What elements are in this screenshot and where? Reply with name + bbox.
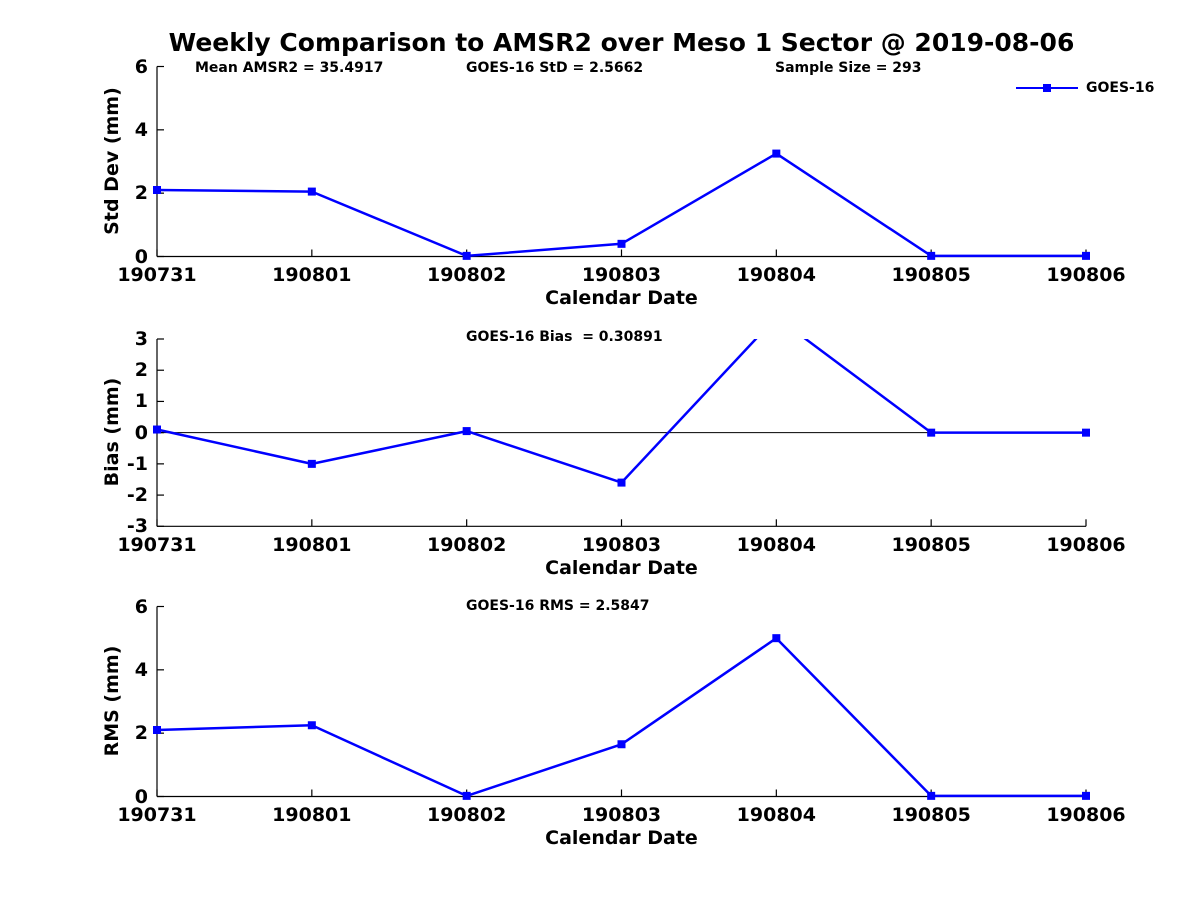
data-point-marker [1082, 791, 1090, 800]
x-tick-label: 190802 [426, 804, 507, 826]
data-point-marker [1082, 428, 1090, 437]
x-tick-label: 190802 [426, 533, 507, 556]
annotation-goes16-rms: GOES-16 RMS = 2.5847 [466, 598, 650, 614]
x-axis-label-1: Calendar Date [545, 287, 698, 309]
data-point-marker [153, 425, 161, 434]
data-point-marker [462, 251, 471, 260]
y-tick-label: -3 [126, 515, 148, 538]
data-point-marker [772, 149, 781, 158]
data-point-marker [617, 478, 626, 487]
x-tick-label: 190801 [272, 264, 352, 286]
x-tick-label: 190803 [581, 264, 662, 286]
x-tick-label: 190731 [117, 533, 197, 556]
annotation-goes16-std: GOES-16 StD = 2.5662 [466, 60, 644, 76]
x-tick-label: 190805 [891, 804, 971, 826]
annotation-goes16-bias: GOES-16 Bias = 0.30891 [466, 329, 663, 345]
y-tick-label: 1 [134, 390, 148, 413]
data-point-marker [307, 459, 316, 468]
y-tick-label: 2 [134, 182, 148, 205]
y-tick-label: 6 [134, 595, 148, 618]
y-tick-label: 0 [134, 421, 148, 444]
data-point-marker [927, 251, 936, 260]
x-axis-label-3: Calendar Date [545, 827, 698, 849]
annotation-mean-amsr2: Mean AMSR2 = 35.4917 [195, 60, 384, 76]
y-tick-label: 0 [134, 785, 148, 808]
x-tick-label: 190806 [1046, 804, 1126, 826]
x-tick-label: 190804 [736, 533, 816, 556]
figure-title: Weekly Comparison to AMSR2 over Meso 1 S… [168, 28, 1075, 57]
y-axis-label-rms: RMS (mm) [101, 645, 123, 757]
y-tick-label: 4 [134, 658, 148, 681]
x-tick-label: 190802 [426, 264, 507, 286]
y-tick-label: 4 [134, 118, 148, 141]
x-tick-label: 190804 [736, 264, 816, 286]
y-tick-label: -1 [126, 452, 148, 475]
y-tick-label: 0 [134, 245, 148, 268]
x-tick-label: 190806 [1046, 533, 1126, 556]
data-point-marker [307, 187, 316, 196]
x-tick-label: 190804 [736, 804, 816, 826]
y-tick-label: 2 [134, 359, 148, 382]
data-point-marker [617, 740, 626, 749]
y-tick-label: 2 [134, 722, 148, 745]
legend-label: GOES-16 [1086, 80, 1155, 96]
y-axis-label-stddev: Std Dev (mm) [101, 87, 123, 235]
data-point-marker [927, 428, 936, 437]
x-tick-label: 190805 [891, 533, 971, 556]
y-tick-label: 6 [134, 55, 148, 78]
data-point-marker [772, 313, 780, 321]
data-point-marker [927, 791, 936, 800]
data-point-marker [772, 634, 781, 643]
data-point-marker [153, 186, 161, 194]
x-tick-label: 190801 [272, 533, 352, 556]
data-point-marker [307, 721, 316, 730]
x-tick-label: 190801 [272, 804, 352, 826]
data-point-marker [153, 726, 161, 734]
y-tick-label: -2 [126, 484, 148, 507]
x-tick-label: 190806 [1046, 264, 1126, 286]
legend-marker [1043, 84, 1051, 92]
plot-line-rms [156, 636, 1086, 798]
x-tick-label: 190803 [581, 804, 662, 826]
x-tick-label: 190803 [581, 533, 662, 556]
y-tick-label: 3 [134, 328, 148, 350]
x-tick-label: 190731 [117, 264, 197, 286]
data-point-marker [617, 239, 626, 248]
x-axis-label-2: Calendar Date [545, 557, 698, 579]
data-point-marker [1082, 251, 1090, 260]
x-tick-label: 190731 [117, 804, 197, 826]
annotation-sample-size: Sample Size = 293 [775, 60, 922, 76]
data-point-marker [462, 427, 471, 436]
data-point-marker [462, 791, 471, 800]
x-tick-label: 190805 [891, 264, 971, 286]
